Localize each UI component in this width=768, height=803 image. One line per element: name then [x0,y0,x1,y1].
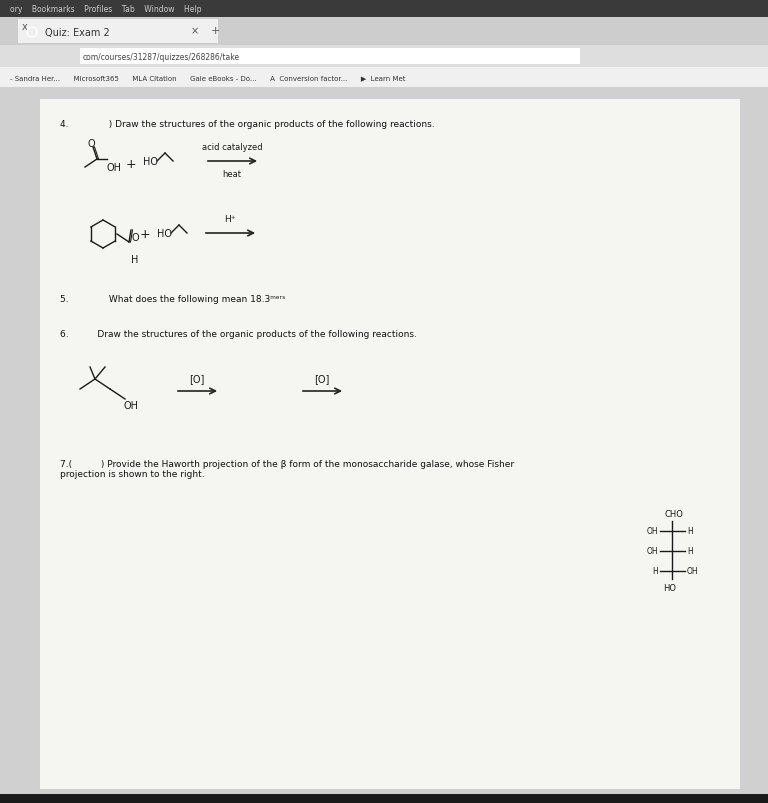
Bar [80,49,580,65]
Text: [O]: [O] [314,373,329,384]
Bar [0,0,768,18]
Text: H: H [652,567,658,576]
Bar [0,18,768,46]
Text: H: H [687,527,693,536]
Text: OH: OH [647,527,658,536]
Text: O: O [131,233,139,243]
Text: heat: heat [223,169,241,179]
Bar [0,68,768,88]
Text: acid catalyzed: acid catalyzed [202,143,263,152]
Text: - Sandra Her...      Microsoft365      MLA Citation      Gale eBooks - Do...    : - Sandra Her... Microsoft365 MLA Citatio… [10,75,406,81]
Text: OH: OH [123,401,138,410]
Text: OH: OH [687,567,699,576]
Text: H: H [131,255,138,265]
Bar [0,794,768,803]
Text: 7.(          ) Provide the Haworth projection of the β form of the monosaccharid: 7.( ) Provide the Haworth projection of … [60,459,514,479]
Text: +: + [210,26,220,36]
Text: CHO: CHO [665,509,684,519]
Text: x: x [22,22,28,32]
Text: H⁺: H⁺ [224,214,236,224]
Text: Quiz: Exam 2: Quiz: Exam 2 [45,28,110,38]
Text: OH: OH [647,547,658,556]
Text: O: O [88,139,94,149]
Text: 4.              ) Draw the structures of the organic products of the following r: 4. ) Draw the structures of the organic … [60,120,435,128]
Text: HO: HO [663,583,676,593]
Text: ory    Bookmarks    Profiles    Tab    Window    Help: ory Bookmarks Profiles Tab Window Help [10,6,201,14]
Bar [40,100,740,789]
Bar [18,20,218,44]
Text: +: + [140,228,151,241]
Text: OH: OH [106,163,121,173]
Bar [0,46,768,68]
Text: +: + [126,157,136,170]
Text: com/courses/31287/quizzes/268286/take: com/courses/31287/quizzes/268286/take [83,52,240,61]
Text: 5.              What does the following mean 18.3ᵐᵉʳˢ: 5. What does the following mean 18.3ᵐᵉʳˢ [60,295,286,304]
Text: [O]: [O] [190,373,205,384]
Text: 6.          Draw the structures of the organic products of the following reactio: 6. Draw the structures of the organic pr… [60,329,417,339]
Bar [0,88,768,803]
Text: HO: HO [143,157,158,167]
Text: ×: × [191,26,199,36]
Text: HO: HO [157,229,172,238]
Text: H: H [687,547,693,556]
